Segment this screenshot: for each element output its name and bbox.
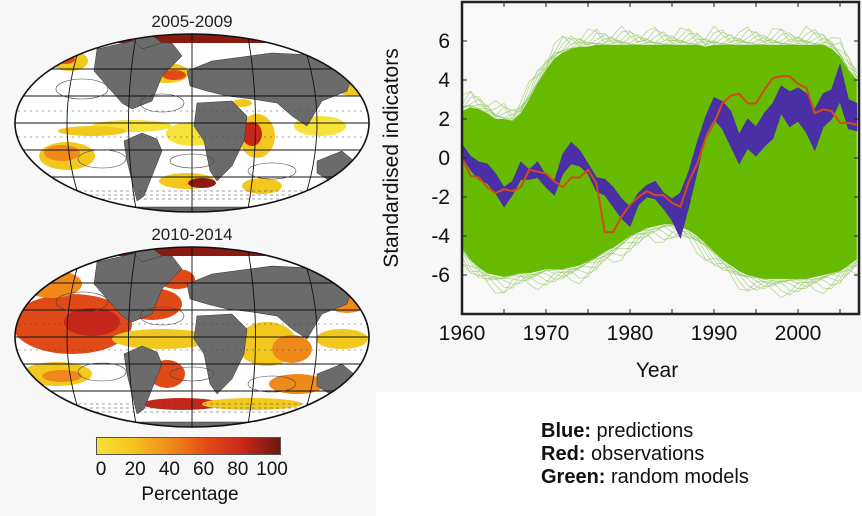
x-tick-label: 1960 (439, 322, 486, 345)
y-tick-label: 4 (438, 69, 450, 92)
y-tick-label: 0 (438, 147, 450, 170)
colorbar-label: Percentage (141, 484, 239, 505)
indicator-chart: 6 4 2 0 -2 -4 -6 1960 1970 1980 1990 2000 Year Standa… (380, 0, 861, 382)
legend-key: Red: (541, 443, 586, 465)
legend-text: observations (585, 443, 705, 465)
legend-text: predictions (591, 420, 694, 442)
random-model-line (462, 28, 858, 117)
x-tick-label: 1970 (523, 322, 570, 345)
y-tick-label: -6 (431, 264, 450, 287)
y-tick-label: 6 (438, 30, 450, 53)
y-tick-label: -2 (431, 186, 450, 209)
x-tick-label: 1980 (607, 322, 654, 345)
x-axis-label: Year (636, 359, 678, 382)
colorbar-tick-label: 40 (158, 459, 180, 480)
plot-content (462, 25, 858, 299)
map-outline (14, 246, 370, 428)
legend-box (376, 392, 862, 516)
random-model-line (462, 227, 857, 299)
observations-line (462, 75, 858, 234)
colorbar-tick-label: 100 (256, 459, 288, 480)
world-map-2005-2009 (14, 33, 370, 213)
legend-item-red: Red: observations (541, 443, 704, 466)
y-axis-label: Standardised indicators (380, 48, 403, 267)
legend-key: Green: (541, 466, 606, 488)
random-model-line (462, 33, 858, 119)
random-model-line (462, 225, 858, 290)
predictions-band (462, 62, 858, 240)
x-tick-label: 1990 (691, 322, 738, 345)
map-title-1: 2005-2009 (151, 12, 233, 31)
x-tick-label: 2000 (775, 322, 822, 345)
map-outline (14, 33, 370, 213)
world-map-2010-2014 (14, 246, 370, 428)
random-model-line (462, 224, 857, 285)
random-model-line (462, 39, 858, 120)
legend-text: random models (605, 466, 749, 488)
random-model-line (462, 25, 858, 120)
colorbar-tick-label: 80 (227, 459, 249, 480)
random-model-line (462, 36, 857, 119)
random-model-line (462, 229, 857, 296)
random-model-line (462, 224, 858, 288)
colorbar-tick-label: 20 (124, 459, 146, 480)
y-tick-label: -4 (431, 225, 450, 248)
legend-item-blue: Blue: predictions (541, 420, 693, 443)
map-title-2: 2010-2014 (151, 225, 233, 244)
colorbar-tick-label: 0 (95, 459, 107, 480)
legend-key: Blue: (541, 420, 591, 442)
random-models-envelope (462, 44, 857, 279)
colorbar (96, 437, 281, 455)
legend-item-green: Green: random models (541, 466, 749, 489)
y-tick-label: 2 (438, 108, 450, 131)
colorbar-tick-label: 60 (193, 459, 215, 480)
